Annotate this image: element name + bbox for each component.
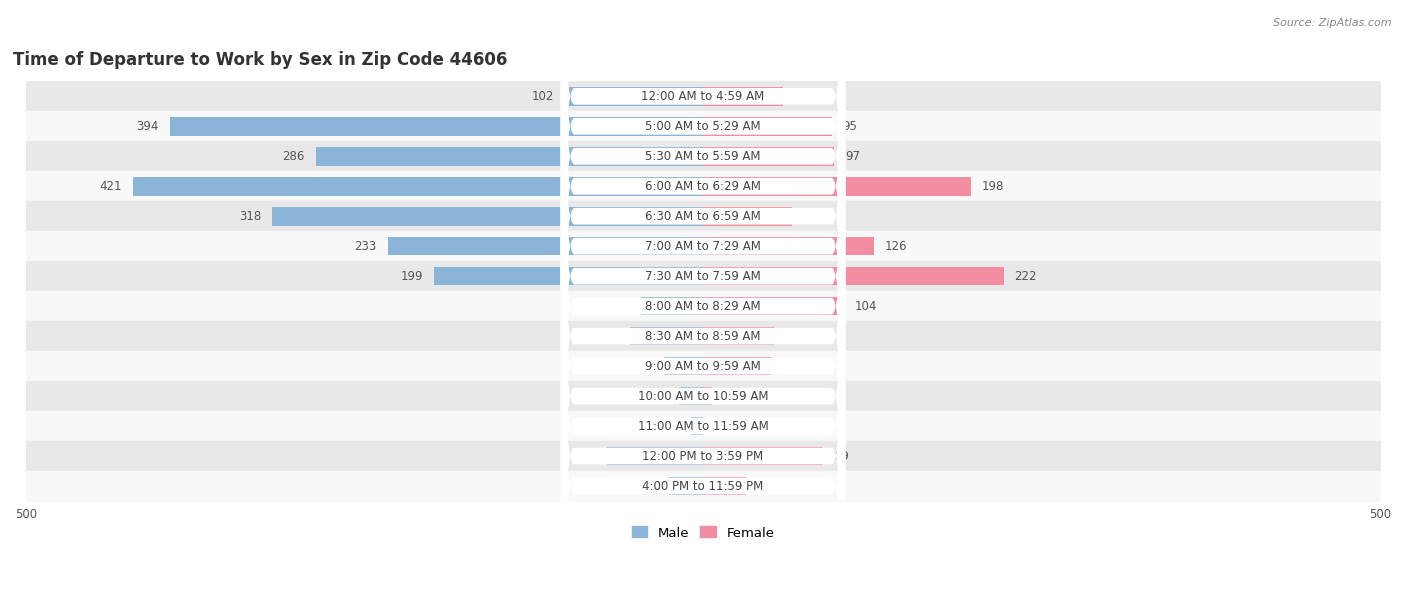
Text: 9: 9 <box>672 419 681 432</box>
Bar <box>630 327 703 346</box>
Text: 286: 286 <box>283 150 305 163</box>
Text: 89: 89 <box>834 450 849 463</box>
Text: 7:00 AM to 7:29 AM: 7:00 AM to 7:29 AM <box>645 240 761 252</box>
Text: 71: 71 <box>581 450 596 463</box>
Text: 8:00 AM to 8:29 AM: 8:00 AM to 8:29 AM <box>645 299 761 312</box>
Text: 54: 54 <box>605 330 619 343</box>
Bar <box>565 87 703 106</box>
Text: 104: 104 <box>855 299 877 312</box>
Text: 8:30 AM to 8:59 AM: 8:30 AM to 8:59 AM <box>645 330 761 343</box>
FancyBboxPatch shape <box>561 0 845 538</box>
FancyBboxPatch shape <box>561 0 845 418</box>
Text: 0: 0 <box>714 419 721 432</box>
FancyBboxPatch shape <box>561 0 845 478</box>
Bar <box>703 387 713 405</box>
Bar <box>703 117 831 135</box>
Text: 5:30 AM to 5:59 AM: 5:30 AM to 5:59 AM <box>645 150 761 163</box>
Bar <box>703 477 747 495</box>
Text: 7:30 AM to 7:59 AM: 7:30 AM to 7:59 AM <box>645 270 761 283</box>
Text: 53: 53 <box>786 330 800 343</box>
Text: 50: 50 <box>782 359 796 372</box>
Text: 421: 421 <box>100 180 122 192</box>
Bar <box>641 297 703 315</box>
Bar <box>703 147 834 166</box>
Text: Time of Departure to Work by Sex in Zip Code 44606: Time of Departure to Work by Sex in Zip … <box>13 50 508 69</box>
Text: 126: 126 <box>884 240 907 252</box>
Legend: Male, Female: Male, Female <box>626 521 780 545</box>
Text: 46: 46 <box>614 299 630 312</box>
Text: 59: 59 <box>794 90 808 103</box>
Bar <box>134 177 703 195</box>
Text: 11:00 AM to 11:59 AM: 11:00 AM to 11:59 AM <box>638 419 768 432</box>
FancyBboxPatch shape <box>561 15 845 594</box>
Text: 12:00 PM to 3:59 PM: 12:00 PM to 3:59 PM <box>643 450 763 463</box>
Text: 66: 66 <box>803 210 818 223</box>
Bar <box>669 477 703 495</box>
Text: 102: 102 <box>531 90 554 103</box>
Text: 18: 18 <box>652 390 668 403</box>
Text: 25: 25 <box>644 479 658 492</box>
Bar <box>703 447 824 465</box>
Bar <box>690 417 703 435</box>
Text: 6:30 AM to 6:59 AM: 6:30 AM to 6:59 AM <box>645 210 761 223</box>
Text: Source: ZipAtlas.com: Source: ZipAtlas.com <box>1274 18 1392 28</box>
FancyBboxPatch shape <box>561 105 845 594</box>
Bar <box>703 237 873 255</box>
FancyBboxPatch shape <box>561 0 845 508</box>
Bar <box>703 267 1004 286</box>
Text: 4:00 PM to 11:59 PM: 4:00 PM to 11:59 PM <box>643 479 763 492</box>
Bar <box>703 327 775 346</box>
Text: 199: 199 <box>401 270 423 283</box>
Text: 318: 318 <box>239 210 262 223</box>
Text: 394: 394 <box>136 120 159 133</box>
Text: 9:00 AM to 9:59 AM: 9:00 AM to 9:59 AM <box>645 359 761 372</box>
Bar <box>703 177 972 195</box>
Bar <box>703 297 844 315</box>
Bar <box>703 357 770 375</box>
Text: 12:00 AM to 4:59 AM: 12:00 AM to 4:59 AM <box>641 90 765 103</box>
Text: 222: 222 <box>1014 270 1036 283</box>
Text: 5:00 AM to 5:29 AM: 5:00 AM to 5:29 AM <box>645 120 761 133</box>
FancyBboxPatch shape <box>561 0 845 568</box>
Text: 7: 7 <box>723 390 731 403</box>
Text: 95: 95 <box>842 120 858 133</box>
Text: 233: 233 <box>354 240 377 252</box>
Bar <box>664 357 703 375</box>
FancyBboxPatch shape <box>561 0 845 448</box>
Text: 10:00 AM to 10:59 AM: 10:00 AM to 10:59 AM <box>638 390 768 403</box>
Text: 6:00 AM to 6:29 AM: 6:00 AM to 6:29 AM <box>645 180 761 192</box>
Bar <box>679 387 703 405</box>
Bar <box>273 207 703 226</box>
FancyBboxPatch shape <box>561 75 845 594</box>
Bar <box>703 87 783 106</box>
FancyBboxPatch shape <box>561 45 845 594</box>
Text: 198: 198 <box>981 180 1004 192</box>
Text: 29: 29 <box>638 359 652 372</box>
Bar <box>433 267 703 286</box>
FancyBboxPatch shape <box>561 135 845 594</box>
Text: 32: 32 <box>758 479 772 492</box>
Bar <box>388 237 703 255</box>
Bar <box>607 447 703 465</box>
Bar <box>703 207 793 226</box>
Text: 97: 97 <box>845 150 860 163</box>
Bar <box>170 117 703 135</box>
FancyBboxPatch shape <box>561 165 845 594</box>
FancyBboxPatch shape <box>561 195 845 594</box>
Bar <box>316 147 703 166</box>
FancyBboxPatch shape <box>561 0 845 388</box>
